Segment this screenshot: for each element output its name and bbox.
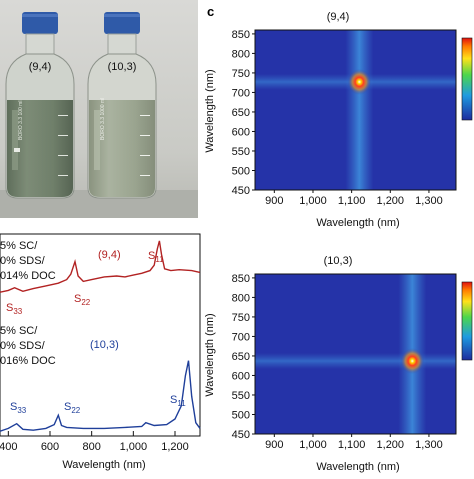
bottle-left-cap [22, 12, 58, 34]
spectra-ticks: 400 600 800 1,000 1,200 [0, 431, 189, 453]
heatmap-y-tick-label: 850 [232, 29, 250, 41]
heatmap-y-tick-label: 850 [232, 273, 250, 285]
heatmap2-title: (10,3) [324, 255, 353, 267]
heatmap-y-tick-label: 750 [232, 312, 250, 324]
peak-103-s33: S33 [10, 401, 27, 415]
heatmap-y-tick-label: 650 [232, 107, 250, 119]
legend-103-line3: 016% DOC [0, 355, 56, 367]
spectra-svg: 400 600 800 1,000 1,200 5% SC/ 0% SDS/ 014% … [0, 233, 201, 471]
spectra-x-tick-label: 1,200 [161, 441, 189, 453]
heatmap-y-tick-label: 550 [232, 146, 250, 158]
peak-94-s22: S22 [74, 293, 91, 307]
legend-103-line2: 0% SDS/ [0, 340, 46, 352]
spectra-x-tick-label: 800 [82, 441, 100, 453]
legend-94-line1: 5% SC/ [0, 240, 38, 252]
heatmap-horizontal-band [255, 353, 456, 370]
heatmap-vertical-band [345, 30, 374, 190]
peak-103-s22: S22 [64, 401, 81, 415]
heatmap-y-tick-label: 750 [232, 68, 250, 80]
heatmap-frame [254, 29, 457, 191]
panel-label-c: c [207, 4, 214, 19]
spectra-x-tick-label: 1,000 [120, 441, 148, 453]
peak-94-s33: S33 [6, 302, 23, 316]
heatmap-y-tick-label: 800 [232, 48, 250, 60]
peak-103-s11: S11 [170, 394, 186, 408]
heatmap-x-tick-label: 1,000 [299, 195, 327, 207]
spectra-x-tick-label: 600 [41, 441, 59, 453]
heatmap-9-4: 900 1,000 1,100 1,200 1,300 450 500 550 600 650 70… [232, 29, 457, 207]
bottle-right-label: (10,3) [108, 61, 137, 73]
heatmap1-y-axis-label: Wavelength (nm) [204, 69, 216, 152]
heatmap-y-tick-label: 700 [232, 87, 250, 99]
legend-94-line3: 014% DOC [0, 270, 56, 282]
spectra-x-axis-label: Wavelength (nm) [62, 459, 145, 471]
heatmap-y-tick-label: 450 [232, 429, 250, 441]
heatmap-x-tick-label: 1,100 [338, 439, 366, 451]
heatmap-peak [347, 68, 372, 95]
heatmap1-x-axis-label: Wavelength (nm) [316, 217, 399, 229]
heatmap1-title: (9,4) [327, 11, 350, 23]
heatmap-x-tick-label: 1,200 [377, 439, 405, 451]
heatmap-x-tick-label: 900 [265, 195, 283, 207]
heatmap-y-tick-label: 600 [232, 370, 250, 382]
heatmap-peak [400, 348, 425, 375]
heatmap-x-tick-label: 1,100 [338, 195, 366, 207]
colorbar-2 [461, 281, 473, 361]
heatmap-x-tick-label: 1,300 [415, 439, 443, 451]
heatmap-x-tick-label: 1,200 [377, 195, 405, 207]
heatmap-y-tick-label: 800 [232, 292, 250, 304]
heatmap-y-tick-label: 500 [232, 165, 250, 177]
bottle-photo: BORO 3.3 100 ml BORO 3.3 1000 ml (9,4) (… [0, 0, 198, 218]
bottle-right-cap [104, 12, 140, 34]
heatmap-x-tick-label: 1,000 [299, 439, 327, 451]
spectrum-line-10-3 [0, 360, 201, 432]
heatmap-y-tick-label: 700 [232, 331, 250, 343]
heatmap-x-tick-label: 900 [265, 439, 283, 451]
heatmap-10-3: 900 1,000 1,100 1,200 1,300 450 500 550 600 650 70… [232, 273, 457, 451]
legend-94-line2: 0% SDS/ [0, 255, 46, 267]
heatmap-y-tick-label: 600 [232, 126, 250, 138]
spectrum-line-9-4 [0, 240, 201, 293]
heatmap-y-tick-label: 450 [232, 185, 250, 197]
bottle-left: BORO 3.3 100 ml [5, 12, 75, 199]
spectra-frame [0, 233, 201, 437]
bottle-photo-svg: BORO 3.3 100 ml BORO 3.3 1000 ml (9,4) (… [0, 0, 198, 218]
pl-maps-svg: c (9,4) 900 1,000 1,100 1,200 1 [204, 4, 473, 473]
label-10-3: (10,3) [90, 339, 119, 351]
heatmap-x-tick-label: 1,300 [415, 195, 443, 207]
bottle-left-label: (9,4) [29, 61, 52, 73]
legend-103-line1: 5% SC/ [0, 325, 38, 337]
heatmap-frame [254, 273, 457, 435]
label-9-4: (9,4) [98, 249, 121, 261]
colorbar-1 [461, 37, 473, 121]
heatmap-y-tick-label: 500 [232, 409, 250, 421]
heatmap2-y-axis-label: Wavelength (nm) [204, 313, 216, 396]
bottle-right: BORO 3.3 1000 ml [87, 12, 157, 199]
svg-text:BORO 3.3 1000 ml: BORO 3.3 1000 ml [100, 98, 106, 140]
spectra-x-tick-label: 400 [0, 441, 18, 453]
absorption-spectra-panel: 400 600 800 1,000 1,200 5% SC/ 0% SDS/ 014% … [0, 222, 210, 474]
svg-text:BORO 3.3 100 ml: BORO 3.3 100 ml [18, 101, 24, 140]
heatmap-y-tick-label: 650 [232, 351, 250, 363]
heatmap-y-tick-label: 550 [232, 390, 250, 402]
heatmap2-x-axis-label: Wavelength (nm) [316, 461, 399, 473]
